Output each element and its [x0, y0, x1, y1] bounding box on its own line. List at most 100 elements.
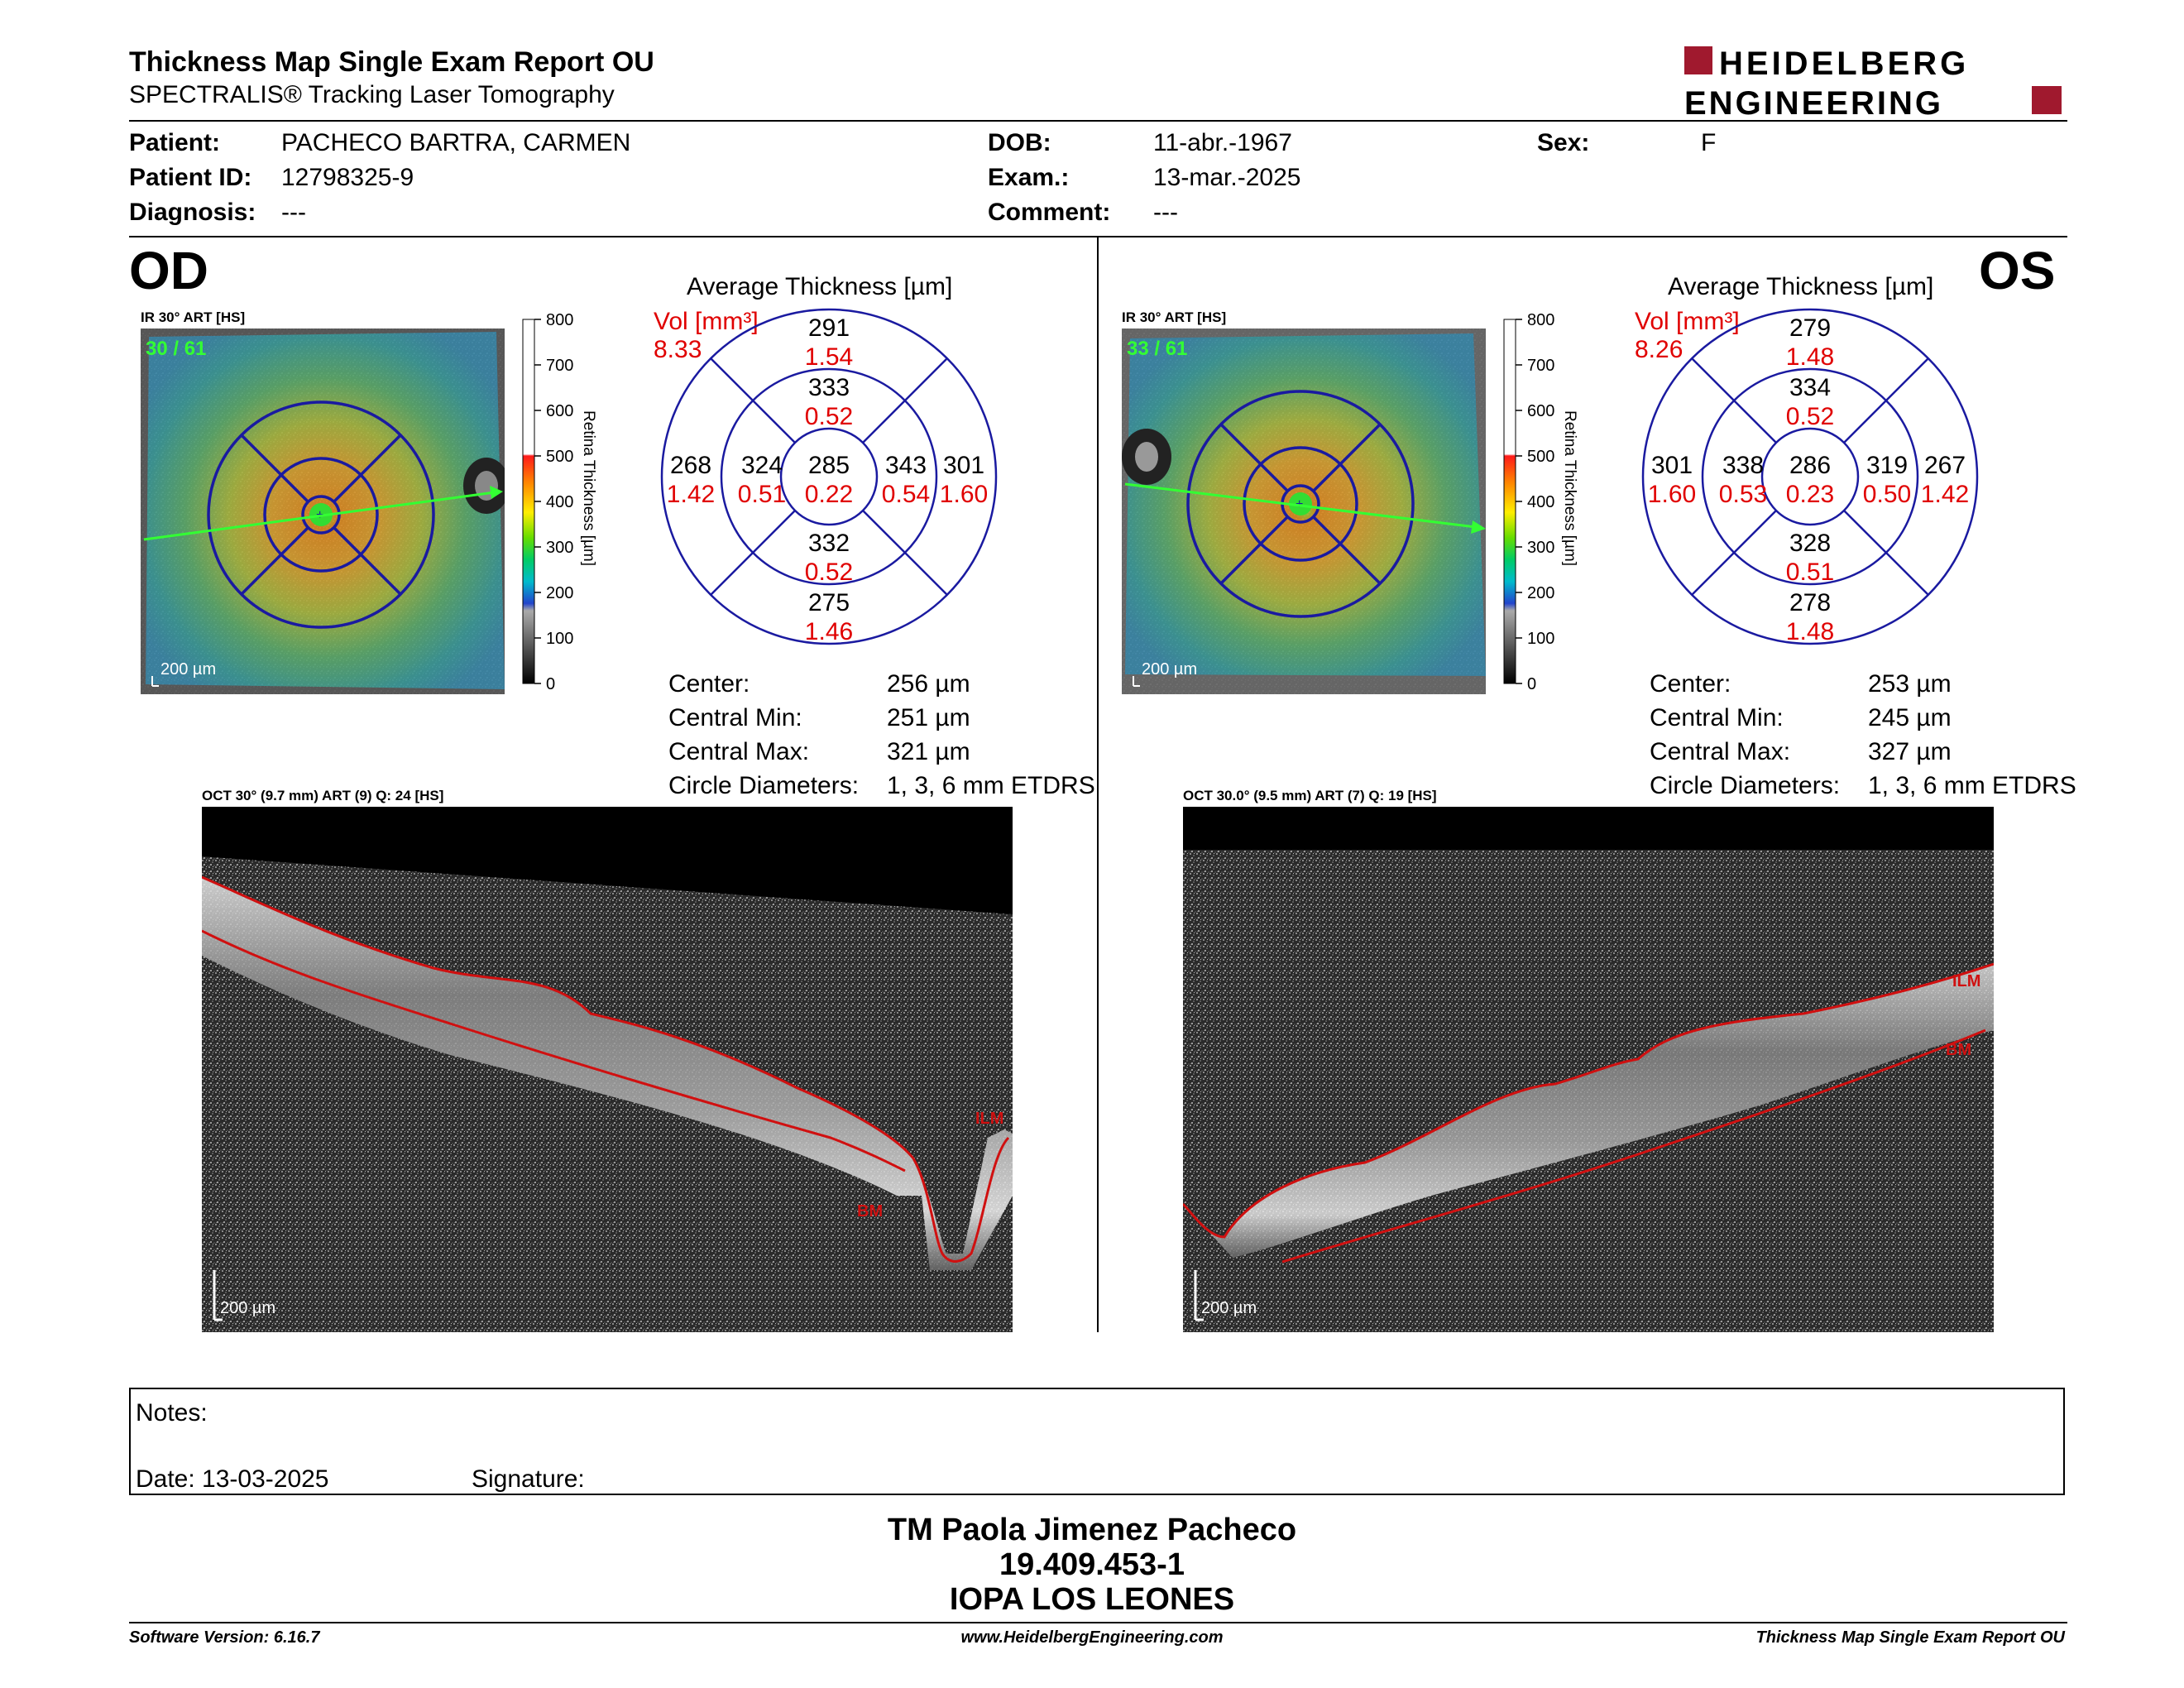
notes-box[interactable]: Notes: Date: 13-03-2025 Signature:	[129, 1388, 2065, 1495]
divider	[129, 120, 2067, 122]
os-central-max-label: Central Max:	[1650, 738, 1791, 765]
svg-text:800: 800	[1527, 311, 1554, 329]
svg-text:200: 200	[1527, 584, 1554, 602]
os-eye-label: OS	[1979, 241, 2056, 300]
od-etdrs-grid	[659, 306, 999, 647]
comment-value: ---	[1153, 199, 1178, 226]
svg-text:HEIDELBERG: HEIDELBERG	[1719, 46, 1969, 82]
sex-label: Sex:	[1537, 129, 1590, 156]
os-etdrs-grid	[1640, 306, 1980, 647]
patient-label: Patient:	[129, 129, 221, 156]
od-circle-diameters-value: 1, 3, 6 mm ETDRS	[887, 772, 1095, 799]
od-outer-inf-thickness: 275	[807, 589, 850, 616]
os-frame-counter: 33 / 61	[1127, 338, 1187, 360]
os-color-scale: 800 700 600 500 400 300 200 100 0 Retina…	[1496, 311, 1595, 700]
od-central-max-value: 321 µm	[887, 738, 970, 765]
od-eye-label: OD	[129, 241, 208, 300]
os-inner-left-thickness: 338	[1722, 452, 1765, 479]
signatory-name: TM Paola Jimenez Pacheco	[887, 1513, 1297, 1547]
svg-text:400: 400	[1527, 493, 1554, 511]
os-inner-sup-volume: 0.52	[1785, 403, 1835, 430]
svg-text:500: 500	[546, 448, 573, 466]
os-vol-value: 8.26	[1635, 336, 1684, 363]
heidelberg-logo: HEIDELBERG ENGINEERING	[1684, 45, 2065, 119]
os-outer-inf-volume: 1.48	[1785, 618, 1835, 645]
svg-text:100: 100	[546, 630, 573, 648]
diagnosis-label: Diagnosis:	[129, 199, 256, 226]
notes-label: Notes:	[136, 1399, 208, 1427]
patient-name: PACHECO BARTRA, CARMEN	[281, 129, 631, 156]
os-avg-title: Average Thickness [µm]	[1668, 273, 1934, 300]
od-center-thickness: 285	[807, 452, 850, 479]
os-outer-sup-thickness: 279	[1789, 314, 1832, 342]
os-inner-left-volume: 0.53	[1718, 481, 1768, 508]
od-inner-sup-volume: 0.52	[804, 403, 854, 430]
notes-date: Date: 13-03-2025	[136, 1465, 329, 1493]
os-inner-right-volume: 0.50	[1862, 481, 1912, 508]
dob-label: DOB:	[988, 129, 1051, 156]
od-vol-label: Vol [mm³]	[654, 308, 759, 335]
os-bm-label: BM	[1946, 1041, 1971, 1059]
od-center-label: Center:	[668, 670, 750, 698]
os-scale-axis-label: Retina Thickness [µm]	[1561, 410, 1578, 566]
od-center-value: 256 µm	[887, 670, 970, 698]
sex-value: F	[1701, 129, 1717, 156]
os-center-label: Center:	[1650, 670, 1731, 698]
footer-report-name: Thickness Map Single Exam Report OU	[1755, 1628, 2065, 1647]
od-central-min-value: 251 µm	[887, 704, 970, 731]
od-outer-sup-thickness: 291	[807, 314, 850, 342]
dob-value: 11-abr.-1967	[1153, 129, 1292, 156]
svg-text:800: 800	[546, 311, 573, 329]
os-central-min-label: Central Min:	[1650, 704, 1784, 731]
od-thickness-map: + 30 / 61 200 µm	[141, 328, 505, 694]
os-center-thickness: 286	[1789, 452, 1832, 479]
od-scale-axis-label: Retina Thickness [µm]	[580, 410, 597, 566]
diagnosis-value: ---	[281, 199, 306, 226]
os-oct-scalebar: 200 µm	[1201, 1299, 1257, 1317]
os-ir-scalebar: 200 µm	[1142, 660, 1197, 679]
od-oct-bscan: ILM BM 200 µm	[202, 807, 1013, 1332]
software-version: Software Version: 6.16.7	[129, 1628, 320, 1647]
od-avg-title: Average Thickness [µm]	[687, 273, 953, 300]
os-inner-inf-volume: 0.51	[1785, 559, 1835, 586]
os-inner-sup-thickness: 334	[1789, 374, 1832, 401]
od-inner-left-volume: 0.51	[737, 481, 787, 508]
os-central-min-value: 245 µm	[1868, 704, 1952, 731]
od-ir-label: IR 30° ART [HS]	[141, 309, 246, 325]
od-outer-inf-volume: 1.46	[804, 618, 854, 645]
os-oct-label: OCT 30.0° (9.5 mm) ART (7) Q: 19 [HS]	[1183, 788, 1437, 803]
od-frame-counter: 30 / 61	[146, 338, 206, 360]
od-circle-diameters-label: Circle Diameters:	[668, 772, 860, 799]
os-ir-label: IR 30° ART [HS]	[1122, 309, 1227, 325]
od-oct-scalebar: 200 µm	[220, 1299, 275, 1317]
svg-text:0: 0	[546, 675, 555, 693]
report-title: Thickness Map Single Exam Report OU	[129, 46, 654, 78]
exam-label: Exam.:	[988, 164, 1070, 191]
os-outer-right-volume: 1.42	[1920, 481, 1970, 508]
os-outer-right-thickness: 267	[1923, 452, 1966, 479]
patient-id-label: Patient ID:	[129, 164, 252, 191]
os-center-volume: 0.23	[1785, 481, 1835, 508]
os-circle-diameters-label: Circle Diameters:	[1650, 772, 1841, 799]
signature-label: Signature:	[472, 1465, 585, 1493]
website-link[interactable]: www.HeidelbergEngineering.com	[960, 1628, 1224, 1647]
os-center-value: 253 µm	[1868, 670, 1952, 698]
od-ilm-label: ILM	[975, 1110, 1003, 1128]
os-outer-inf-thickness: 278	[1789, 589, 1832, 616]
patient-id: 12798325-9	[281, 164, 414, 191]
od-inner-sup-thickness: 333	[807, 374, 850, 401]
os-circle-diameters-value: 1, 3, 6 mm ETDRS	[1868, 772, 2076, 799]
svg-text:300: 300	[1527, 539, 1554, 557]
svg-text:0: 0	[1527, 675, 1536, 693]
od-inner-inf-volume: 0.52	[804, 559, 854, 586]
od-oct-label: OCT 30° (9.7 mm) ART (9) Q: 24 [HS]	[202, 788, 444, 803]
od-inner-right-volume: 0.54	[881, 481, 931, 508]
signatory-institution: IOPA LOS LEONES	[949, 1582, 1235, 1617]
os-inner-inf-thickness: 328	[1789, 530, 1832, 557]
svg-text:600: 600	[1527, 402, 1554, 420]
od-color-scale: 800 700 600 500 400 300 200 100 0 Retina…	[515, 311, 614, 700]
od-outer-sup-volume: 1.54	[804, 343, 854, 371]
svg-text:200: 200	[546, 584, 573, 602]
signatory-rut: 19.409.453-1	[999, 1547, 1185, 1582]
os-vol-label: Vol [mm³]	[1635, 308, 1740, 335]
